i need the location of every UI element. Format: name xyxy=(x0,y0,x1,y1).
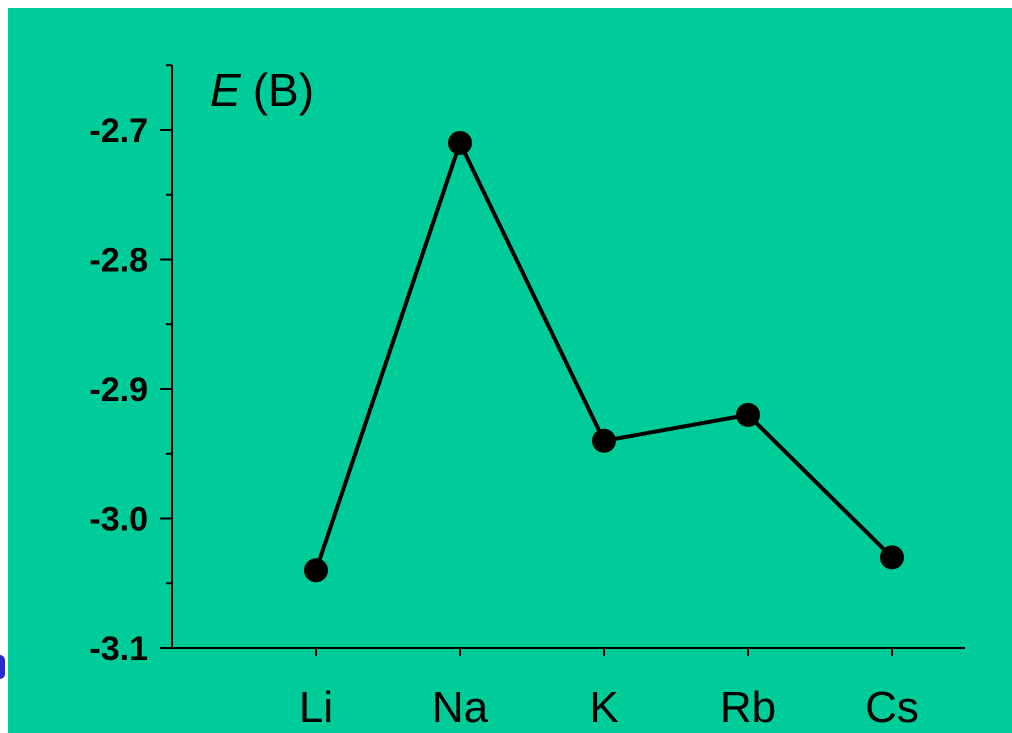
y-ticks: -3.1 -3.0 -2.9 -2.8 -2.7 xyxy=(89,64,172,668)
data-point xyxy=(880,545,904,570)
y-tick-label: -3.1 xyxy=(89,630,148,668)
x-tick-label: Rb xyxy=(720,683,776,732)
x-tick-label: Cs xyxy=(865,683,919,732)
y-tick-label: -2.7 xyxy=(89,112,148,150)
data-point xyxy=(592,428,616,453)
data-point xyxy=(448,130,472,155)
y-tick-label: -2.8 xyxy=(89,242,148,280)
x-tick-label: Li xyxy=(299,683,333,732)
axes xyxy=(171,65,965,649)
y-tick-label: -2.9 xyxy=(89,371,148,409)
x-tick-label: Na xyxy=(432,683,489,732)
y-axis-unit: (B) xyxy=(253,64,314,116)
x-tick-label: K xyxy=(589,683,618,732)
chart-panel xyxy=(8,8,1012,733)
edge-mark xyxy=(0,655,5,679)
y-axis-title: E (B) xyxy=(210,64,314,116)
y-tick-label: -3.0 xyxy=(89,501,148,539)
x-ticks: Li Na K Rb Cs xyxy=(299,648,919,732)
series-line xyxy=(314,140,894,571)
series xyxy=(304,130,904,583)
data-point xyxy=(736,402,760,427)
y-axis-symbol: E xyxy=(210,64,242,116)
data-point xyxy=(304,558,328,583)
